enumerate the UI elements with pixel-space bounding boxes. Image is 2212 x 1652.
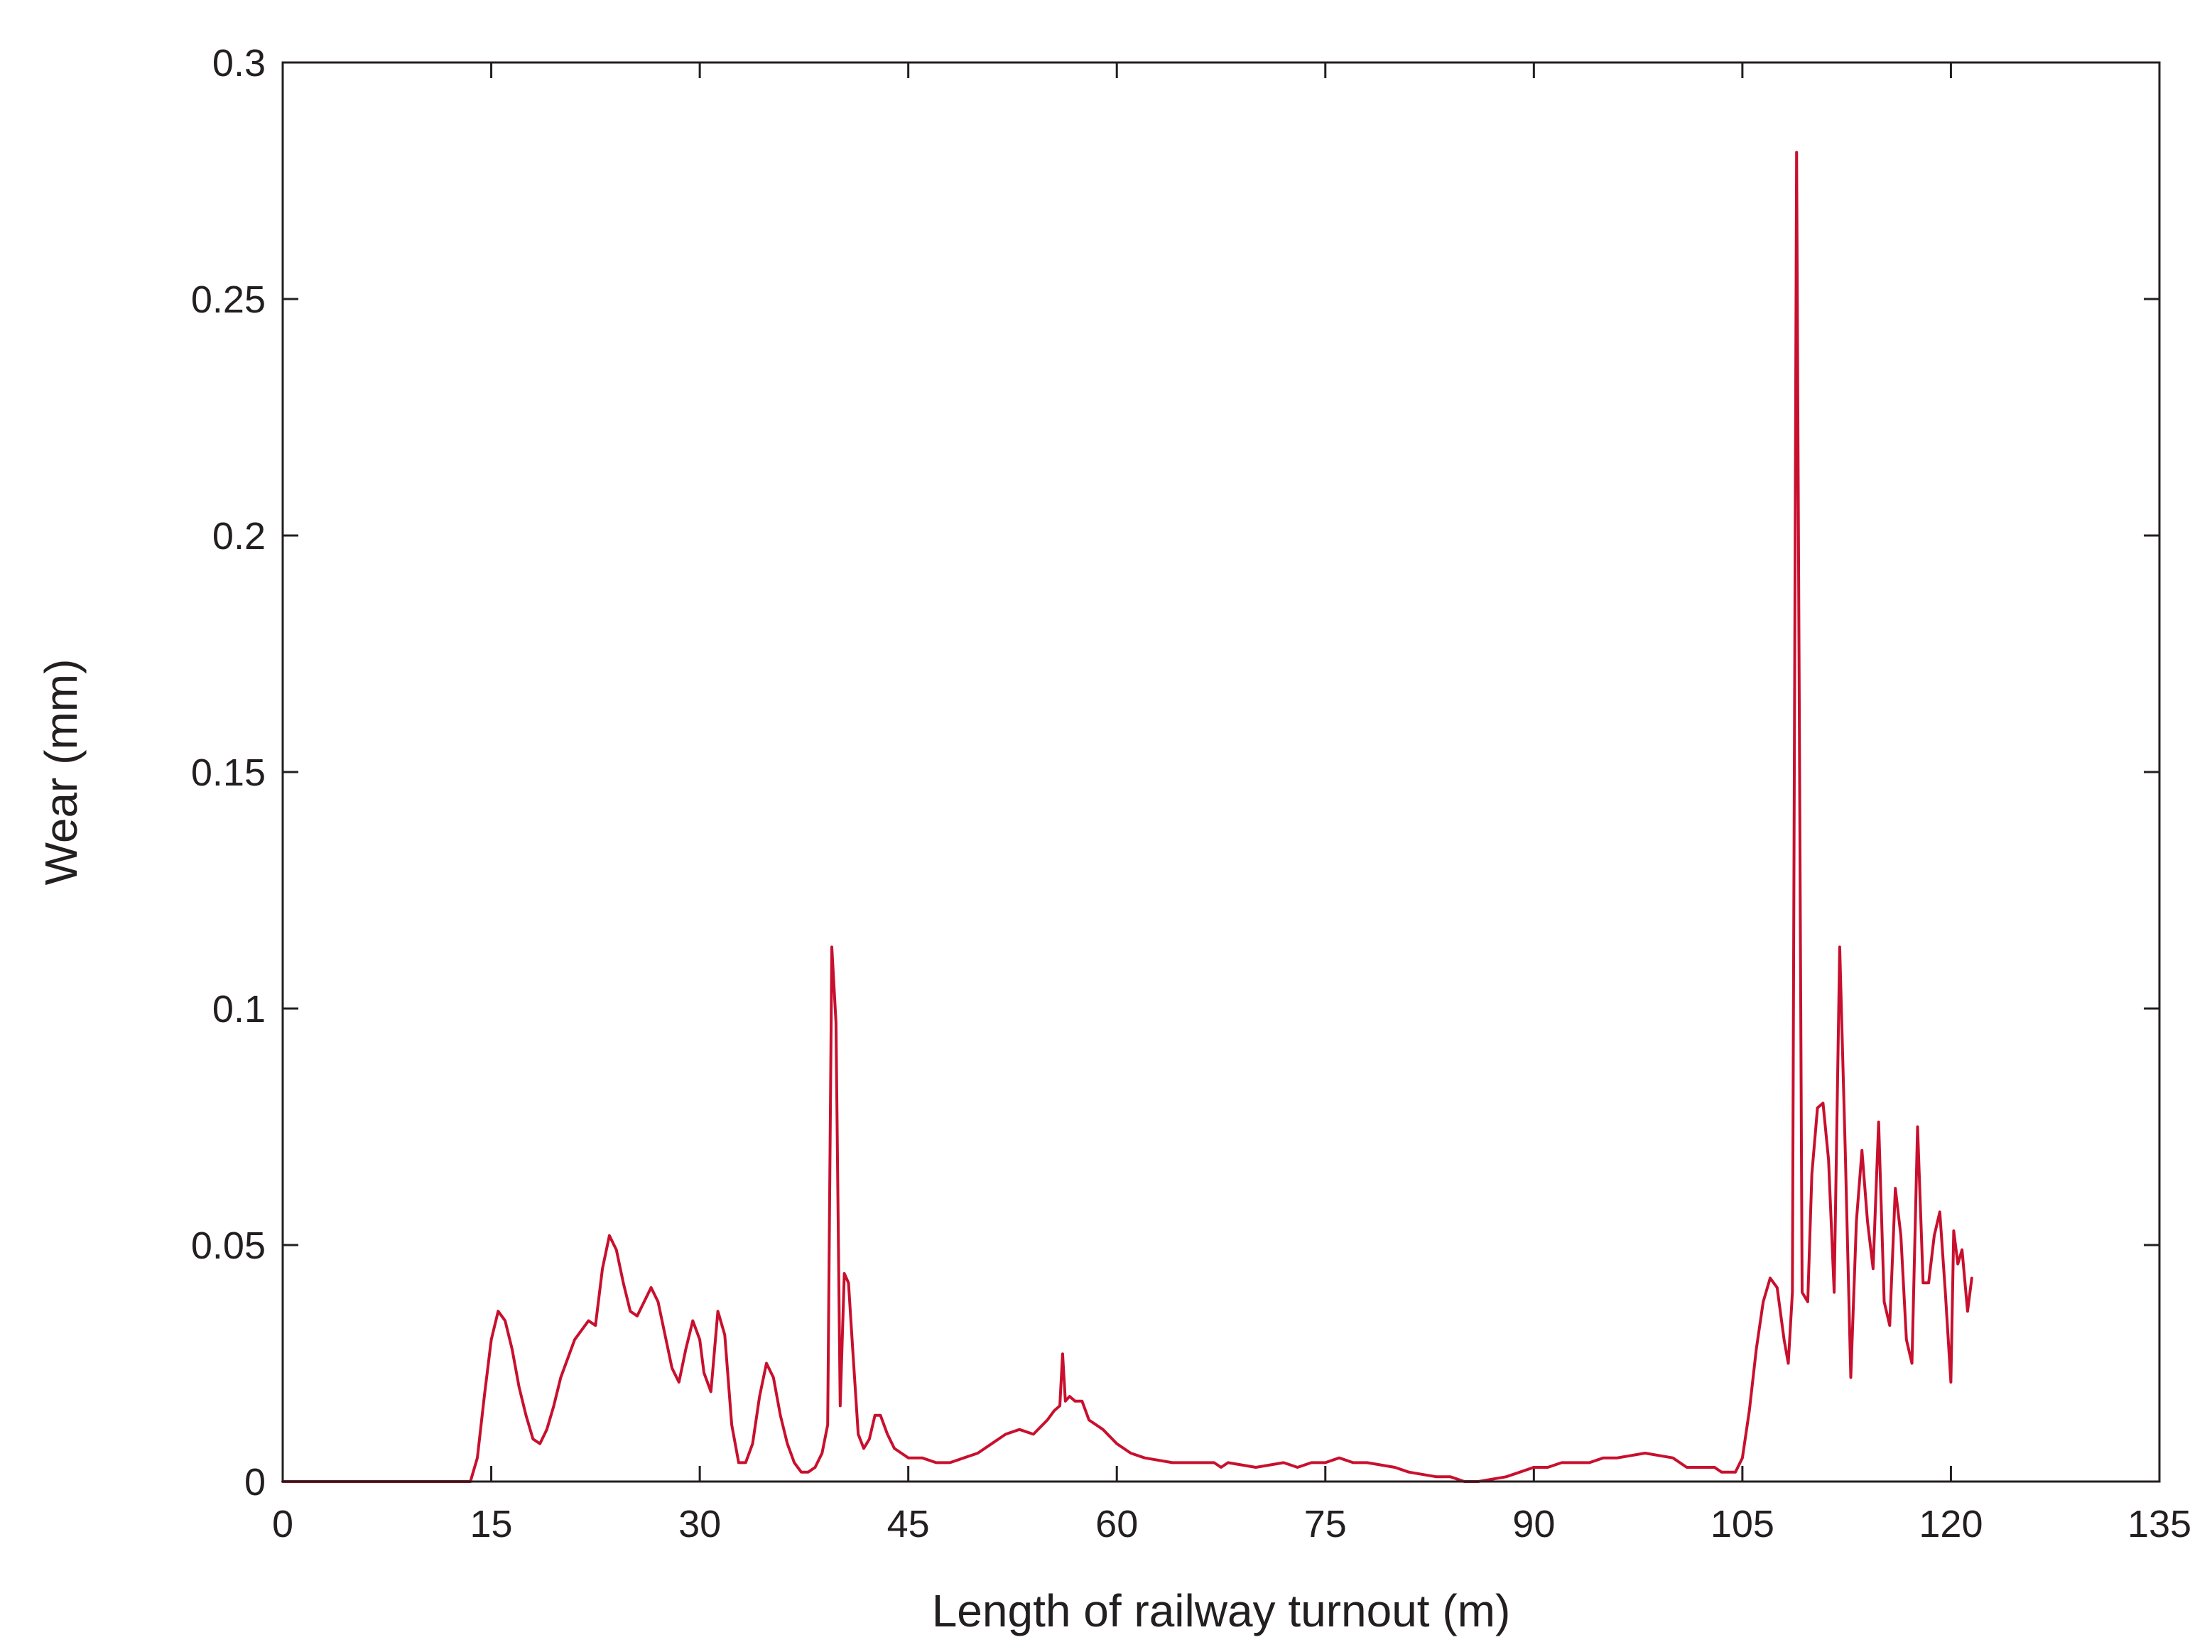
x-tick-label: 0 bbox=[272, 1503, 293, 1545]
y-tick-label: 0.15 bbox=[191, 751, 266, 794]
x-tick-label: 75 bbox=[1304, 1503, 1347, 1545]
x-tick-label: 120 bbox=[1919, 1503, 1983, 1545]
x-tick-label: 90 bbox=[1512, 1503, 1555, 1545]
y-tick-label: 0.05 bbox=[191, 1224, 266, 1267]
wear-series-line bbox=[281, 151, 1973, 1483]
x-tick-label: 135 bbox=[2127, 1503, 2191, 1545]
x-axis-title: Length of railway turnout (m) bbox=[932, 1585, 1511, 1636]
y-tick-label: 0.2 bbox=[212, 515, 266, 558]
x-tick-label: 45 bbox=[887, 1503, 930, 1545]
x-tick-label: 60 bbox=[1095, 1503, 1138, 1545]
x-tick-label: 30 bbox=[678, 1503, 721, 1545]
x-tick-label: 15 bbox=[470, 1503, 513, 1545]
y-axis-tick-labels: 0 0.05 0.1 0.15 0.2 0.25 0.3 bbox=[191, 42, 266, 1504]
y-tick-label: 0.25 bbox=[191, 278, 266, 321]
y-tick-label: 0.3 bbox=[212, 42, 266, 85]
y-tick-label: 0 bbox=[244, 1461, 266, 1504]
x-axis-tick-labels: 0 15 30 45 60 75 90 105 120 135 bbox=[272, 1503, 2191, 1545]
y-axis-ticks bbox=[283, 61, 2159, 1483]
x-axis-ticks bbox=[281, 63, 2161, 1482]
plot-frame bbox=[281, 61, 2161, 1483]
series-group bbox=[281, 151, 1973, 1483]
y-axis-title: Wear (mm) bbox=[36, 659, 87, 886]
x-tick-label: 105 bbox=[1710, 1503, 1774, 1545]
y-tick-label: 0.1 bbox=[212, 988, 266, 1031]
